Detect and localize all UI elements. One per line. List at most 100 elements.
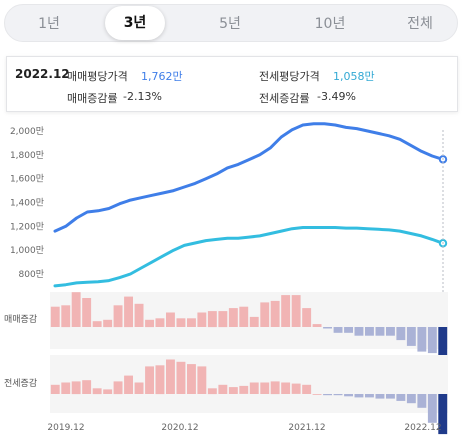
change-bar (323, 394, 332, 396)
price-lines (53, 122, 448, 413)
change-bar (239, 385, 249, 394)
change-bar (61, 382, 71, 394)
series-line-sale (53, 122, 445, 233)
change-bar (281, 382, 291, 394)
sale-price-label: 매매평당가격 (67, 70, 128, 83)
change-bar (291, 295, 301, 327)
x-tick-label: 2021.12 (288, 423, 325, 433)
tab-5-years[interactable]: 5년 (219, 16, 241, 32)
change-bar (197, 366, 207, 394)
change-bar (344, 394, 353, 397)
change-bar (406, 327, 416, 346)
change-bar (438, 394, 448, 435)
jeonse-price-label: 전세평당가격 (259, 70, 320, 83)
change-bar (113, 305, 123, 328)
change-bar (50, 384, 60, 394)
change-bar (134, 382, 144, 394)
change-bar (71, 381, 81, 395)
change-bar (228, 387, 238, 394)
change-bar (145, 366, 154, 394)
change-bar (249, 316, 259, 327)
change-bar (270, 381, 280, 395)
change-bar (260, 302, 270, 327)
change-bar (82, 298, 92, 327)
change-bar (218, 311, 228, 328)
jeonse-change-label: 전세증감률 (259, 92, 310, 105)
change-bar (176, 361, 186, 394)
x-tick-label: 2022.12 (404, 423, 441, 433)
change-bar (239, 306, 249, 327)
change-bar (375, 327, 385, 336)
change-bar (291, 383, 301, 394)
change-bar (103, 319, 113, 328)
change-bar (365, 394, 374, 398)
y-axis-ticks: 800만 1,000만 1,200만 1,400만 1,600만 1,800만 2,000만 (10, 126, 44, 280)
change-bar (344, 327, 353, 333)
jeonse-price-value: 1,058만 (333, 70, 375, 83)
sub-chart-background (50, 355, 448, 413)
sale-change-bars: 매매증감 (4, 292, 448, 358)
change-bar (417, 327, 427, 352)
change-bar (82, 380, 92, 394)
tab-10-years[interactable]: 10년 (314, 16, 346, 32)
change-bar (333, 394, 343, 396)
change-bar (427, 327, 437, 354)
change-bar (71, 292, 81, 327)
sub-chart-label: 전세증감 (4, 377, 37, 389)
change-bar (176, 318, 186, 327)
y-tick-label: 1,600만 (10, 174, 44, 185)
change-bar (50, 306, 60, 327)
jeonse-change-bars: 전세증감 (4, 355, 448, 435)
change-bar (218, 384, 228, 394)
change-bar (124, 296, 133, 328)
change-bar (417, 394, 427, 408)
change-bar (155, 318, 165, 327)
y-tick-label: 1,400만 (10, 198, 44, 209)
change-bar (281, 295, 291, 327)
period-selector: 1년 3년 5년 10년 전체 (4, 4, 458, 42)
sub-chart-label: 매매증감 (4, 313, 37, 325)
change-bar (396, 327, 406, 341)
change-bar (354, 394, 364, 398)
change-bar (270, 300, 280, 327)
x-axis-ticks: 2019.12 2020.12 2021.12 2022.12 (47, 423, 441, 433)
change-bar (260, 382, 270, 394)
change-bar (134, 303, 144, 327)
change-bar (187, 318, 196, 327)
change-bar (207, 388, 217, 395)
x-tick-label: 2020.12 (161, 423, 198, 433)
tab-1-year[interactable]: 1년 (38, 16, 60, 32)
jeonse-change-value: -3.49% (317, 90, 356, 103)
change-bar (354, 327, 364, 336)
change-bar (124, 375, 133, 394)
x-tick-label: 2019.12 (47, 423, 84, 433)
sale-price-value: 1,762만 (141, 70, 183, 83)
change-bar (312, 394, 322, 395)
info-date: 2022.12 (15, 67, 70, 81)
series-line-jeonse (53, 226, 445, 288)
change-bar (302, 308, 312, 327)
change-bar (386, 327, 395, 336)
tab-all[interactable]: 전체 (407, 16, 433, 32)
change-bar (427, 394, 437, 423)
change-bar (103, 389, 113, 394)
change-bar (375, 394, 385, 399)
change-bar (92, 388, 102, 395)
change-bar (113, 381, 123, 395)
change-bar (155, 365, 165, 395)
sale-change-label: 매매증감률 (67, 92, 118, 105)
y-tick-label: 800만 (19, 269, 44, 280)
change-bar (187, 364, 196, 394)
change-bar (197, 312, 207, 327)
change-bar (92, 321, 102, 327)
change-bar (386, 394, 395, 399)
change-bar (228, 308, 238, 327)
change-bar (438, 327, 448, 358)
tab-3-years[interactable]: 3년 (105, 6, 165, 40)
change-bar (249, 382, 259, 394)
y-tick-label: 1,200만 (10, 221, 44, 232)
change-bar (145, 319, 154, 328)
y-tick-label: 1,000만 (10, 245, 44, 256)
tooltip-info-box: 2022.12 매매평당가격 1,762만 전세평당가격 1,058만 매매증감… (6, 56, 458, 112)
change-bar (312, 324, 322, 327)
